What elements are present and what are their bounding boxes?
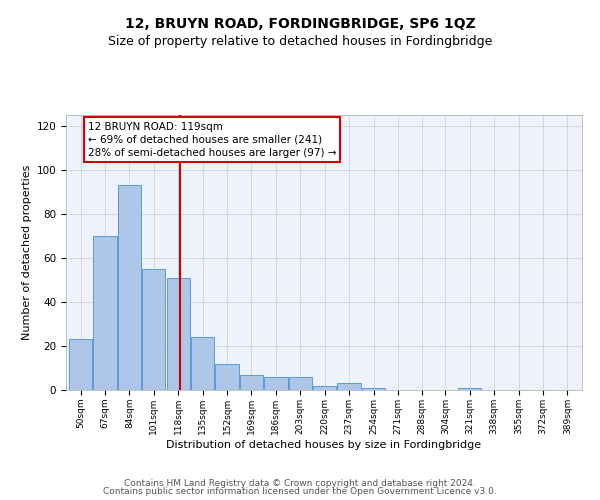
Bar bbox=[215, 364, 239, 390]
Bar bbox=[167, 278, 190, 390]
Bar bbox=[458, 388, 481, 390]
Text: 12 BRUYN ROAD: 119sqm
← 69% of detached houses are smaller (241)
28% of semi-det: 12 BRUYN ROAD: 119sqm ← 69% of detached … bbox=[88, 122, 337, 158]
Bar bbox=[362, 388, 385, 390]
Text: Contains public sector information licensed under the Open Government Licence v3: Contains public sector information licen… bbox=[103, 487, 497, 496]
Bar bbox=[191, 337, 214, 390]
Bar bbox=[289, 377, 312, 390]
X-axis label: Distribution of detached houses by size in Fordingbridge: Distribution of detached houses by size … bbox=[166, 440, 482, 450]
Bar bbox=[142, 269, 166, 390]
Y-axis label: Number of detached properties: Number of detached properties bbox=[22, 165, 32, 340]
Text: 12, BRUYN ROAD, FORDINGBRIDGE, SP6 1QZ: 12, BRUYN ROAD, FORDINGBRIDGE, SP6 1QZ bbox=[125, 18, 475, 32]
Bar bbox=[264, 377, 287, 390]
Bar bbox=[313, 386, 337, 390]
Bar bbox=[94, 236, 116, 390]
Bar bbox=[240, 374, 263, 390]
Bar bbox=[337, 384, 361, 390]
Text: Contains HM Land Registry data © Crown copyright and database right 2024.: Contains HM Land Registry data © Crown c… bbox=[124, 478, 476, 488]
Bar bbox=[118, 186, 141, 390]
Text: Size of property relative to detached houses in Fordingbridge: Size of property relative to detached ho… bbox=[108, 35, 492, 48]
Bar bbox=[69, 340, 92, 390]
